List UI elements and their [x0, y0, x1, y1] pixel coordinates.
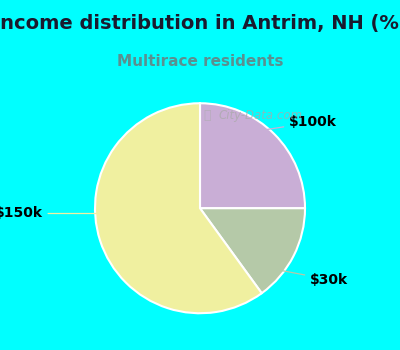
Wedge shape: [200, 103, 305, 208]
Wedge shape: [95, 103, 262, 313]
Text: $150k: $150k: [0, 206, 113, 220]
Text: $100k: $100k: [250, 115, 337, 132]
Wedge shape: [200, 208, 305, 293]
Text: $30k: $30k: [260, 266, 348, 287]
Text: Income distribution in Antrim, NH (%): Income distribution in Antrim, NH (%): [0, 14, 400, 33]
Text: City-Data.com: City-Data.com: [218, 109, 302, 122]
Text: Multirace residents: Multirace residents: [117, 54, 283, 69]
Text: ⓘ: ⓘ: [203, 109, 210, 122]
